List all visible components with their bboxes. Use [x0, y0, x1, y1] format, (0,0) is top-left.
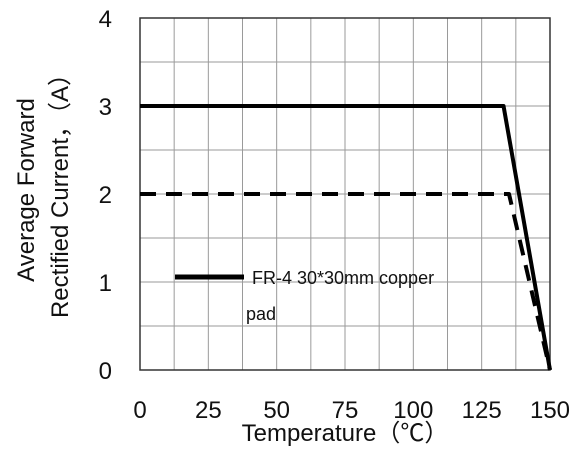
y-axis-title: Average Forward Rectified Current，（A）: [13, 62, 74, 318]
y-tick-label: 1: [99, 270, 112, 297]
y-tick-label: 4: [99, 6, 112, 33]
x-tick-label: 150: [530, 397, 570, 424]
x-tick-label: 125: [462, 397, 502, 424]
y-tick-label: 0: [99, 358, 112, 385]
legend-label-line1: FR-4 30*30mm copper: [252, 268, 434, 288]
series-line-dashed: [140, 192, 552, 371]
y-tick-label: 3: [99, 94, 112, 121]
series-group: [140, 104, 552, 371]
y-axis-title-line2: Rectified Current，（A）: [47, 62, 74, 318]
x-tick-label: 0: [133, 397, 146, 424]
x-tick-label: 100: [393, 397, 433, 424]
x-tick-label: 25: [195, 397, 222, 424]
legend-label-line2: pad: [246, 304, 276, 324]
x-axis-title: Temperature（℃）: [242, 420, 449, 447]
y-axis-title-line1: Average Forward: [13, 98, 40, 282]
y-tick-labels: 0 1 2 3 4: [99, 6, 112, 385]
x-tick-labels: 0 25 50 75 100 125 150: [133, 397, 570, 424]
legend: FR-4 30*30mm copper pad: [175, 268, 434, 324]
x-tick-label: 75: [332, 397, 359, 424]
x-tick-label: 50: [263, 397, 290, 424]
y-tick-label: 2: [99, 182, 112, 209]
series-line-solid: [140, 104, 552, 371]
